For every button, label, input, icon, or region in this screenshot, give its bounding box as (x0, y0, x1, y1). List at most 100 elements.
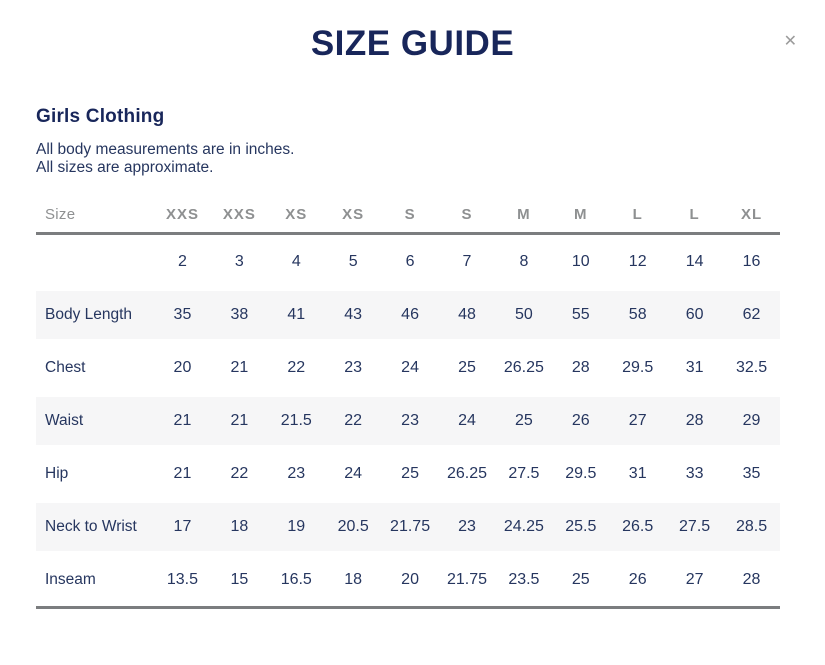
cell: 20 (154, 341, 211, 394)
column-header-size: Size (36, 197, 154, 235)
cell: 26 (609, 553, 667, 606)
cell: 25 (552, 553, 610, 606)
table-row-waist: Waist 21 21 21.5 22 23 24 25 26 27 28 29 (36, 394, 780, 447)
cell: 58 (609, 288, 667, 341)
cell: 7 (438, 235, 496, 288)
cell: 60 (666, 288, 724, 341)
measurement-note: All body measurements are in inches. (36, 141, 295, 158)
cell: 24 (324, 447, 382, 500)
column-header: XS (324, 197, 382, 235)
cell: 28 (552, 341, 610, 394)
cell: 21 (154, 447, 211, 500)
cell: 23 (324, 341, 382, 394)
cell: 10 (552, 235, 610, 288)
cell: 48 (438, 288, 496, 341)
cell: 43 (324, 288, 382, 341)
table-row-chest: Chest 20 21 22 23 24 25 26.25 28 29.5 31… (36, 341, 780, 394)
row-label: Inseam (36, 553, 154, 606)
cell: 62 (723, 288, 780, 341)
cell: 23 (267, 447, 325, 500)
row-label (36, 235, 154, 288)
column-header: XL (723, 197, 780, 235)
cell: 55 (552, 288, 610, 341)
cell: 33 (666, 447, 724, 500)
cell: 38 (210, 288, 268, 341)
cell: 35 (723, 447, 780, 500)
cell: 25 (495, 394, 553, 447)
cell: 24.25 (495, 500, 553, 553)
cell: 21 (154, 394, 211, 447)
row-label: Body Length (36, 288, 154, 341)
column-header: XXS (210, 197, 268, 235)
cell: 29.5 (552, 447, 610, 500)
cell: 22 (210, 447, 268, 500)
cell: 26.5 (609, 500, 667, 553)
size-table: Size XXS XXS XS XS S S M M L L XL 2 (36, 197, 780, 609)
cell: 20.5 (324, 500, 382, 553)
row-label: Chest (36, 341, 154, 394)
table-row-neck-to-wrist: Neck to Wrist 17 18 19 20.5 21.75 23 24.… (36, 500, 780, 553)
column-header: L (666, 197, 724, 235)
cell: 27 (666, 553, 724, 606)
cell: 6 (381, 235, 439, 288)
cell: 24 (381, 341, 439, 394)
cell: 18 (210, 500, 268, 553)
table-row-body-length: Body Length 35 38 41 43 46 48 50 55 58 6… (36, 288, 780, 341)
cell: 27.5 (495, 447, 553, 500)
cell: 20 (381, 553, 439, 606)
cell: 17 (154, 500, 211, 553)
cell: 21 (210, 394, 268, 447)
column-header: XS (267, 197, 325, 235)
row-label: Hip (36, 447, 154, 500)
cell: 50 (495, 288, 553, 341)
cell: 3 (210, 235, 268, 288)
section-heading: Girls Clothing (36, 106, 165, 127)
cell: 21 (210, 341, 268, 394)
cell: 41 (267, 288, 325, 341)
cell: 5 (324, 235, 382, 288)
cell: 31 (666, 341, 724, 394)
cell: 27.5 (666, 500, 724, 553)
table-row-hip: Hip 21 22 23 24 25 26.25 27.5 29.5 31 33… (36, 447, 780, 500)
cell: 16 (723, 235, 780, 288)
cell: 28 (666, 394, 724, 447)
cell: 21.5 (267, 394, 325, 447)
cell: 12 (609, 235, 667, 288)
cell: 26 (552, 394, 610, 447)
cell: 28 (723, 553, 780, 606)
cell: 35 (154, 288, 211, 341)
cell: 22 (267, 341, 325, 394)
cell: 24 (438, 394, 496, 447)
column-header: S (381, 197, 439, 235)
cell: 29 (723, 394, 780, 447)
cell: 26.25 (438, 447, 496, 500)
cell: 27 (609, 394, 667, 447)
cell: 23.5 (495, 553, 553, 606)
cell: 31 (609, 447, 667, 500)
cell: 25.5 (552, 500, 610, 553)
cell: 14 (666, 235, 724, 288)
close-icon[interactable]: ✕ (780, 29, 801, 53)
size-guide-modal: ✕ SIZE GUIDE Girls Clothing All body mea… (0, 24, 825, 609)
cell: 29.5 (609, 341, 667, 394)
cell: 19 (267, 500, 325, 553)
column-header: M (495, 197, 553, 235)
cell: 32.5 (723, 341, 780, 394)
row-label: Neck to Wrist (36, 500, 154, 553)
cell: 25 (438, 341, 496, 394)
cell: 8 (495, 235, 553, 288)
cell: 21.75 (381, 500, 439, 553)
column-header: XXS (154, 197, 211, 235)
cell: 25 (381, 447, 439, 500)
size-guide-content: Girls Clothing All body measurements are… (0, 106, 825, 609)
cell: 22 (324, 394, 382, 447)
cell: 4 (267, 235, 325, 288)
table-header-row: Size XXS XXS XS XS S S M M L L XL (36, 197, 780, 235)
row-label: Waist (36, 394, 154, 447)
cell: 23 (381, 394, 439, 447)
cell: 16.5 (267, 553, 325, 606)
table-row-inseam: Inseam 13.5 15 16.5 18 20 21.75 23.5 25 … (36, 553, 780, 606)
cell: 21.75 (438, 553, 496, 606)
cell: 28.5 (723, 500, 780, 553)
cell: 26.25 (495, 341, 553, 394)
